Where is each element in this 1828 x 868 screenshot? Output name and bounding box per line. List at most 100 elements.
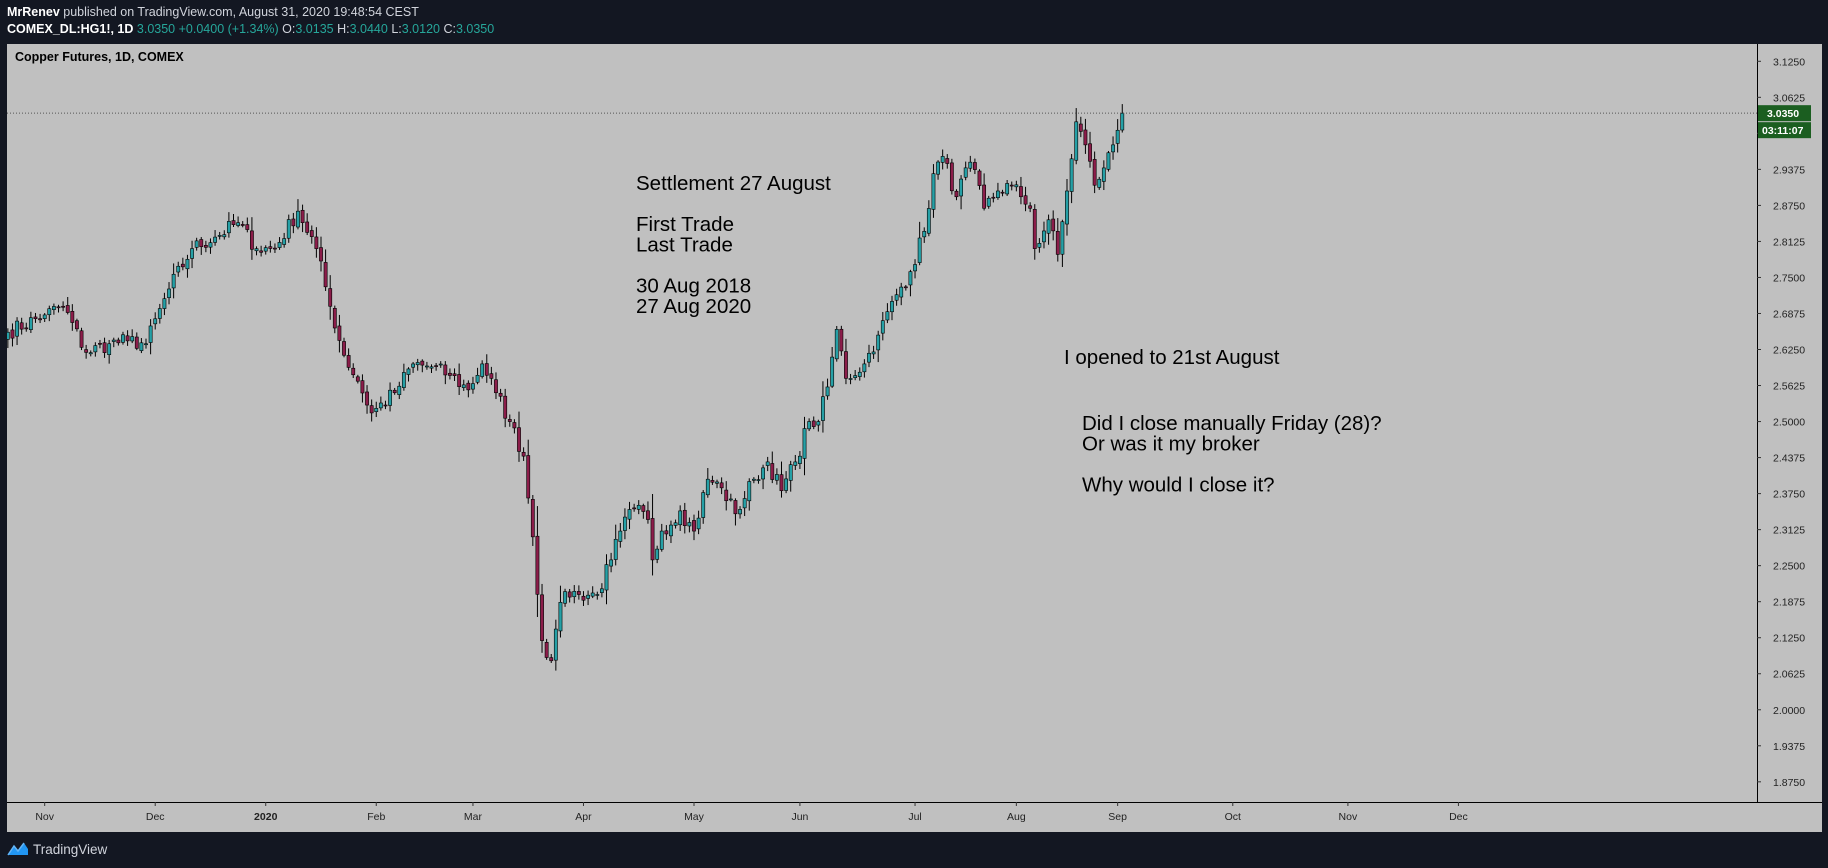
candle-body (263, 247, 268, 252)
candle-body (268, 246, 273, 249)
candle-body (466, 382, 471, 391)
candle-body (222, 234, 227, 238)
price-tick-label: 3.1250 (1773, 56, 1805, 68)
published-text: published on TradingView.com, August 31,… (59, 5, 419, 19)
high-label: H: (337, 22, 350, 36)
candle-body (194, 240, 199, 248)
candle-body (240, 224, 245, 226)
price-tick-label: 2.7500 (1773, 272, 1805, 284)
candle-body (761, 467, 765, 480)
candle-body (489, 373, 494, 379)
candle-body (360, 380, 365, 394)
candle-body (383, 404, 388, 407)
annotation-line: Why would I close it? (1082, 474, 1275, 497)
candle-body (710, 480, 715, 483)
candle-body (844, 351, 848, 379)
chart-header: MrRenev published on TradingView.com, Au… (0, 0, 1828, 44)
brand-name[interactable]: TradingView (33, 842, 108, 857)
candle-body (425, 365, 429, 368)
candle-body (701, 492, 706, 518)
last-price-label: 3.0350 (1767, 108, 1799, 120)
candle-body (480, 363, 485, 377)
candle-body (692, 520, 696, 532)
candle-body (949, 162, 954, 192)
tradingview-logo-icon[interactable] (7, 841, 29, 857)
candle-body (397, 385, 402, 395)
candle-body (567, 591, 572, 598)
author-name[interactable]: MrRenev (7, 5, 60, 19)
candle-body (369, 405, 374, 414)
candle-body (38, 318, 42, 321)
price-tick-label: 2.6250 (1773, 345, 1805, 357)
candle-body (471, 383, 475, 390)
candle-body (47, 308, 52, 316)
annotation-line: First Trade (636, 213, 734, 236)
time-tick-label: Jun (791, 811, 808, 823)
candle-body (867, 352, 871, 363)
candle-body (1028, 205, 1033, 209)
open-label: O: (282, 22, 296, 36)
candle-body (940, 156, 945, 163)
candle-body (669, 524, 673, 537)
candle-body (544, 642, 549, 658)
candle-body (802, 428, 807, 459)
candle-body (954, 190, 959, 198)
candle-body (604, 564, 609, 591)
price-tick-label: 2.8125 (1773, 236, 1805, 248)
candle-body (314, 236, 319, 249)
candle-body (945, 158, 950, 164)
candle-body (733, 500, 738, 515)
time-tick-label: 2020 (254, 811, 278, 823)
annotation-line: 27 Aug 2020 (636, 295, 751, 318)
annotation-line: 30 Aug 2018 (636, 275, 751, 298)
time-axis[interactable]: Nov Dec 2020 Feb Mar Apr May Jun Jul Aug Sep Oct Nov… (7, 802, 1822, 832)
candle-body (784, 478, 788, 491)
candle-body (807, 421, 812, 430)
candle-body (917, 237, 922, 263)
time-tick-label: Dec (146, 811, 165, 823)
candle-body (793, 461, 798, 466)
candle-body (259, 250, 264, 253)
candle-body (581, 595, 586, 601)
candle-body (1088, 143, 1092, 162)
footer-bar: TradingView (0, 832, 1828, 868)
candle-body (908, 271, 913, 286)
candle-body (1037, 243, 1042, 248)
candle-body (111, 339, 116, 342)
candle-body (351, 367, 356, 376)
candle-body (254, 248, 259, 252)
candle-body (134, 336, 139, 349)
price-axis[interactable]: 3.12503.06253.00002.93752.87502.81252.75… (1757, 44, 1822, 832)
time-tick-label: Apr (575, 811, 592, 823)
candle-body (830, 356, 835, 387)
candle-body (646, 510, 650, 520)
price-tick-label: 2.3125 (1773, 525, 1805, 537)
candle-body (931, 173, 936, 210)
candles-layer (5, 104, 1125, 671)
candle-body (125, 335, 130, 342)
price-tick-label: 2.1250 (1773, 633, 1805, 645)
plot-background[interactable] (7, 44, 1757, 802)
candle-body (876, 334, 881, 351)
candle-body (742, 498, 747, 509)
candle-body (461, 384, 466, 388)
candle-body (535, 535, 540, 595)
candle-body (392, 389, 397, 394)
candle-body (190, 248, 194, 259)
candle-body (167, 288, 171, 298)
candle-body (1042, 230, 1046, 243)
candle-body (936, 161, 940, 175)
candle-body (696, 517, 701, 530)
candle-body (130, 336, 135, 342)
candle-body (521, 451, 526, 457)
chart-area[interactable]: Settlement 27 August First Trade Last Trad… (5, 44, 1822, 832)
candle-body (503, 395, 508, 419)
candle-body (572, 591, 577, 598)
candle-body (273, 247, 277, 250)
time-axis-background (7, 802, 1822, 832)
candle-body (148, 325, 153, 343)
candle-body (116, 339, 121, 344)
candle-body (346, 355, 351, 368)
candle-body (93, 345, 98, 353)
